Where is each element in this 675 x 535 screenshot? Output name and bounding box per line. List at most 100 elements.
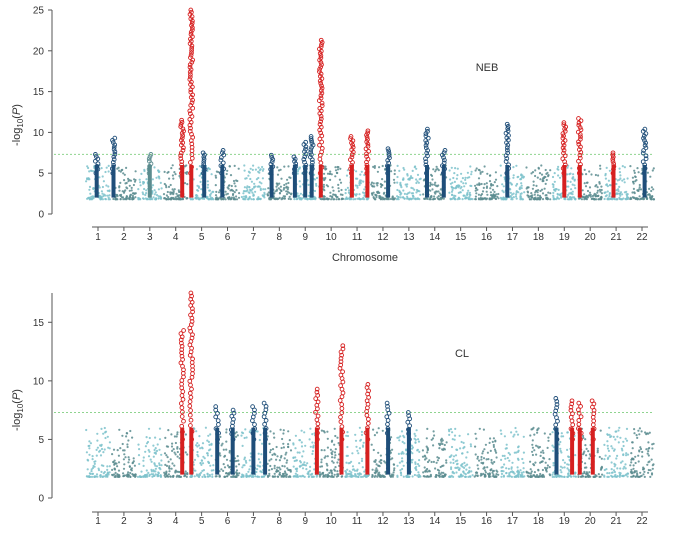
snp-point [296, 170, 299, 173]
snp-point [445, 459, 448, 462]
snp-point [112, 473, 116, 476]
snp-point [196, 445, 199, 448]
snp-point [151, 184, 155, 187]
snp-point [178, 457, 181, 460]
peak-point [301, 157, 307, 162]
peak-point [229, 413, 235, 419]
snp-point [127, 439, 130, 442]
snp-point [516, 466, 519, 469]
snp-point [276, 475, 279, 478]
snp-point [248, 430, 251, 434]
snp-point [533, 464, 536, 467]
snp-point [605, 166, 608, 169]
snp-point [152, 196, 155, 199]
snp-point [216, 198, 219, 201]
snp-point [298, 197, 301, 200]
snp-point [127, 461, 130, 464]
peak-base [642, 165, 647, 198]
peak-point [315, 421, 321, 427]
snp-point [140, 475, 143, 478]
snp-point [281, 472, 284, 476]
snp-point [638, 183, 641, 187]
snp-point [650, 186, 654, 189]
snp-point [356, 184, 359, 187]
peak-point [339, 424, 345, 429]
snp-point [86, 165, 89, 168]
snp-point [589, 195, 592, 198]
snp-point [552, 461, 555, 465]
snp-point [141, 191, 144, 194]
snp-point [373, 434, 376, 437]
snp-point [168, 197, 171, 201]
snp-point [201, 442, 205, 445]
snp-point [645, 448, 648, 451]
panel-neb-peak-chr9 [308, 134, 316, 198]
snp-point [541, 460, 544, 463]
snp-point [155, 194, 159, 197]
snp-point [108, 189, 111, 192]
snp-point [616, 454, 619, 457]
peak-point [187, 378, 193, 384]
snp-point [440, 471, 443, 474]
peak-point [385, 407, 391, 413]
snp-point [197, 444, 201, 447]
snp-point [431, 183, 434, 186]
snp-point [169, 475, 172, 478]
peak-point [250, 418, 255, 423]
peak-point [338, 362, 344, 368]
peak-point [314, 417, 320, 423]
snp-point [237, 167, 240, 170]
snp-point [478, 182, 481, 185]
snp-point [324, 165, 327, 168]
snp-point [650, 198, 653, 201]
snp-point [143, 187, 146, 191]
snp-point [339, 181, 343, 184]
snp-point [646, 463, 649, 466]
snp-point [552, 191, 555, 194]
peak-base [577, 427, 582, 475]
peak-point [406, 413, 412, 418]
snp-point [605, 468, 608, 471]
snp-point [185, 197, 188, 200]
snp-point [183, 474, 187, 477]
snp-point [298, 167, 301, 170]
snp-point [642, 468, 645, 471]
peak-point [424, 150, 430, 156]
snp-point [106, 194, 109, 197]
snp-point [475, 471, 478, 474]
peak-point [269, 159, 275, 165]
panel-neb-x-axis-label: Chromosome [332, 252, 398, 264]
peak-point [339, 394, 345, 400]
snp-point [258, 465, 261, 468]
snp-point [214, 197, 218, 200]
snp-point [463, 445, 466, 449]
snp-point [283, 195, 287, 198]
snp-point [521, 198, 525, 201]
peak-point [365, 437, 371, 442]
peak-base [386, 165, 391, 198]
snp-point [492, 193, 495, 196]
peak-point [317, 156, 323, 162]
peak-base [147, 165, 152, 198]
peak-base [180, 427, 185, 475]
snp-point [622, 467, 625, 470]
snp-point [165, 194, 168, 197]
peak-point [93, 170, 99, 176]
snp-point [201, 197, 204, 200]
snp-point [572, 196, 576, 199]
snp-point [146, 198, 150, 201]
snp-point [429, 184, 432, 187]
chromosome-label: 20 [585, 516, 597, 527]
snp-point [500, 472, 504, 475]
peak-point [643, 153, 649, 159]
snp-point [622, 444, 625, 448]
peak-point [562, 128, 568, 134]
snp-point [614, 473, 617, 476]
snp-point [647, 432, 650, 435]
peak-point [568, 408, 574, 413]
snp-point [226, 186, 229, 189]
snp-point [241, 432, 245, 435]
snp-point [281, 437, 284, 441]
snp-point [372, 428, 375, 431]
snp-point [209, 197, 212, 200]
